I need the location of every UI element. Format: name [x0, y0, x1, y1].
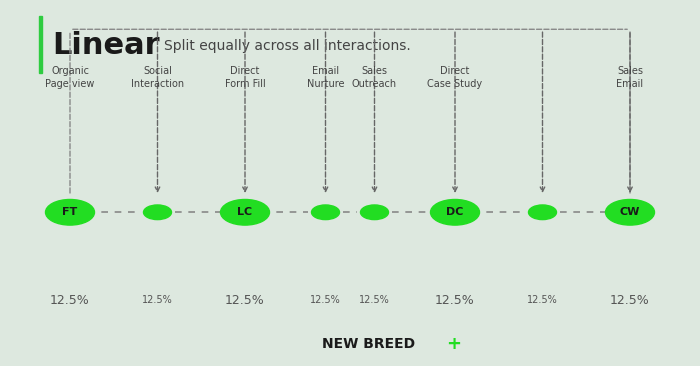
- Text: 12.5%: 12.5%: [50, 294, 90, 307]
- Bar: [38, 16, 42, 73]
- Text: NEW BREED: NEW BREED: [322, 337, 415, 351]
- Text: Sales
Outreach: Sales Outreach: [352, 66, 397, 89]
- Text: +: +: [446, 335, 461, 353]
- Text: 12.5%: 12.5%: [435, 294, 475, 307]
- Text: Linear: Linear: [52, 31, 160, 60]
- Text: 12.5%: 12.5%: [225, 294, 265, 307]
- Text: 12.5%: 12.5%: [359, 295, 390, 305]
- Text: DC: DC: [447, 207, 463, 217]
- Text: Split equally across all interactions.: Split equally across all interactions.: [164, 39, 412, 53]
- Text: Direct
Case Study: Direct Case Study: [428, 66, 482, 89]
- Text: 12.5%: 12.5%: [610, 294, 650, 307]
- Circle shape: [606, 199, 654, 225]
- Text: Direct
Form Fill: Direct Form Fill: [225, 66, 265, 89]
- Text: Email
Nurture: Email Nurture: [307, 66, 344, 89]
- Text: 12.5%: 12.5%: [527, 295, 558, 305]
- Circle shape: [430, 199, 480, 225]
- Text: FT: FT: [62, 207, 78, 217]
- Circle shape: [528, 205, 556, 220]
- Text: LC: LC: [237, 207, 253, 217]
- Text: Sales
Email: Sales Email: [617, 66, 643, 89]
- Circle shape: [220, 199, 270, 225]
- Circle shape: [144, 205, 172, 220]
- Circle shape: [312, 205, 340, 220]
- Circle shape: [46, 199, 94, 225]
- Text: Social
Interaction: Social Interaction: [131, 66, 184, 89]
- Text: 12.5%: 12.5%: [142, 295, 173, 305]
- Text: Organic
Page view: Organic Page view: [46, 66, 94, 89]
- Circle shape: [360, 205, 388, 220]
- Text: 12.5%: 12.5%: [310, 295, 341, 305]
- Text: CW: CW: [620, 207, 640, 217]
